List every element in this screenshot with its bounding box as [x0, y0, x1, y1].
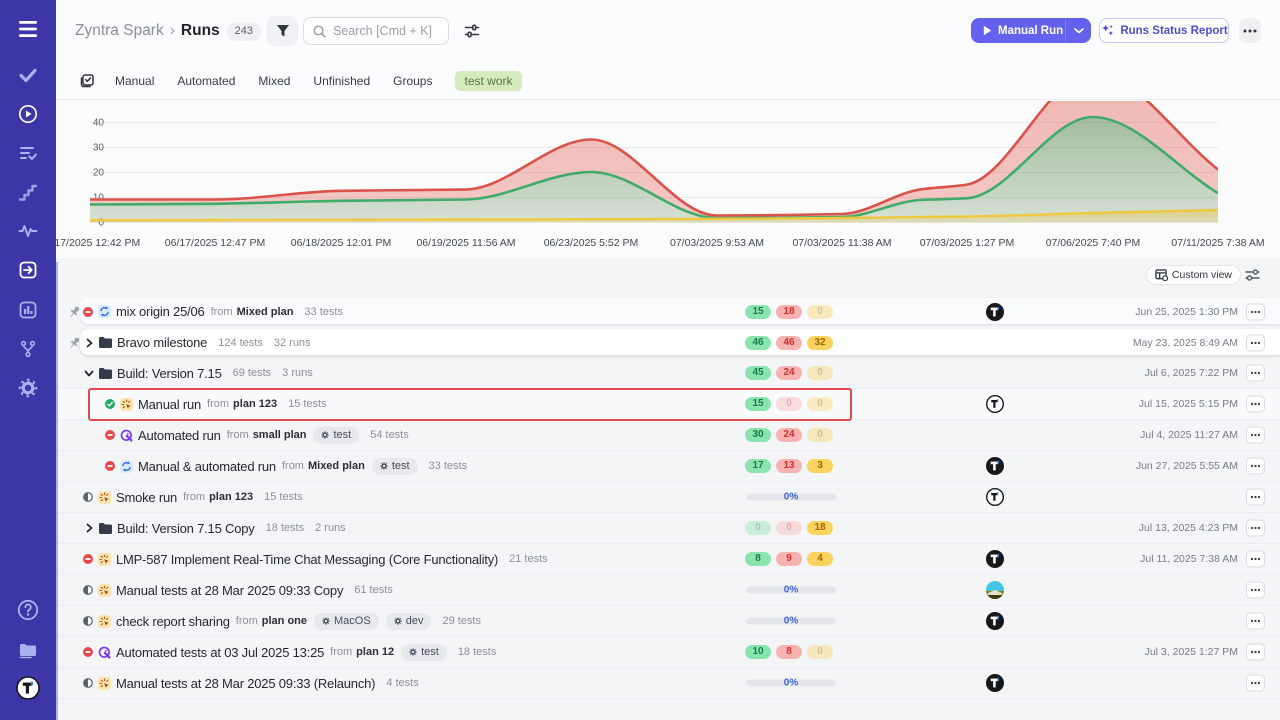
svg-text:07/11/2025 7:38 AM: 07/11/2025 7:38 AM [1171, 237, 1264, 249]
svg-text:06/17/2025 12:42 PM: 06/17/2025 12:42 PM [56, 237, 140, 249]
svg-text:20: 20 [93, 168, 105, 179]
svg-text:07/03/2025 11:38 AM: 07/03/2025 11:38 AM [792, 237, 891, 249]
svg-text:07/03/2025 1:27 PM: 07/03/2025 1:27 PM [920, 237, 1015, 249]
svg-text:07/03/2025 9:53 AM: 07/03/2025 9:53 AM [670, 237, 764, 249]
svg-text:07/06/2025 7:40 PM: 07/06/2025 7:40 PM [1046, 237, 1141, 249]
svg-text:40: 40 [93, 118, 105, 129]
svg-text:06/19/2025 11:56 AM: 06/19/2025 11:56 AM [416, 237, 515, 249]
svg-text:06/17/2025 12:47 PM: 06/17/2025 12:47 PM [165, 237, 265, 249]
svg-text:10: 10 [93, 193, 105, 204]
svg-text:06/23/2025 5:52 PM: 06/23/2025 5:52 PM [544, 237, 639, 249]
svg-text:06/18/2025 12:01 PM: 06/18/2025 12:01 PM [291, 237, 391, 249]
svg-text:30: 30 [93, 143, 105, 154]
